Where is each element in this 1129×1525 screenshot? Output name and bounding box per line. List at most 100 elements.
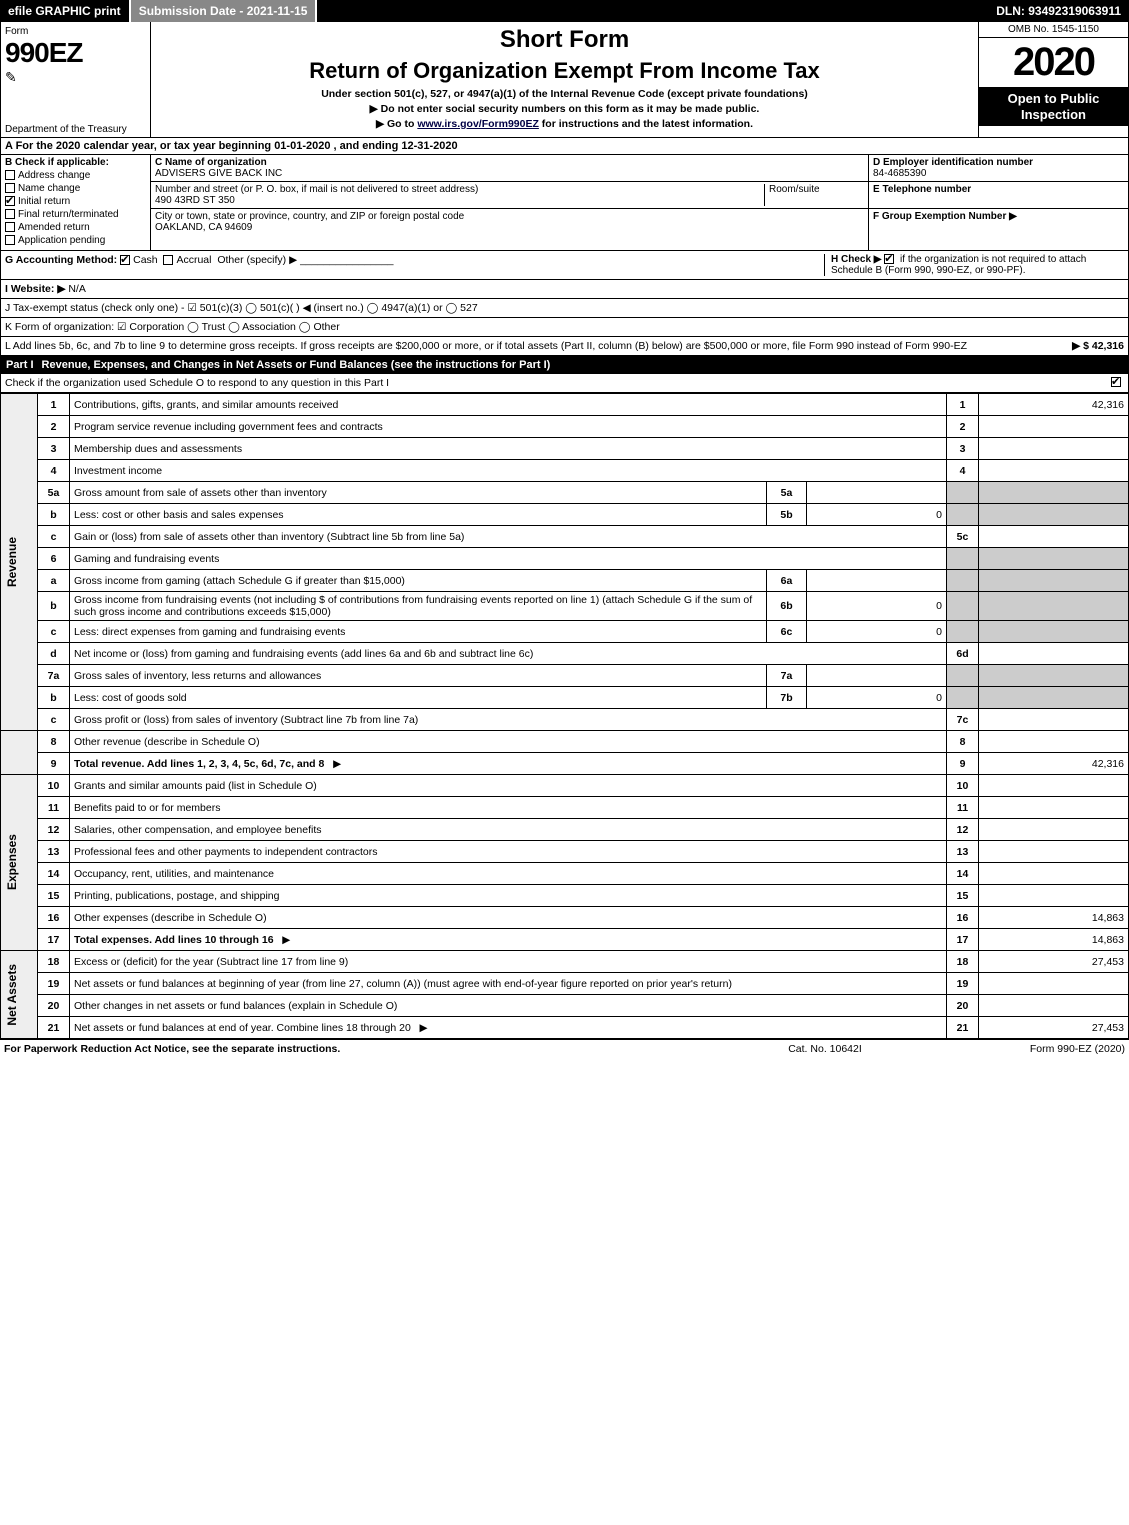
l1-num: 1 [38,394,70,416]
chk-accrual[interactable] [163,255,173,265]
l8-amt [979,731,1129,753]
chk-address-change[interactable]: Address change [5,170,146,181]
l6c-ln-shade [947,621,979,643]
l2-amt [979,416,1129,438]
page-footer: For Paperwork Reduction Act Notice, see … [0,1039,1129,1058]
l10-ln: 10 [947,775,979,797]
c-room-label: Room/suite [764,184,864,206]
l21-num: 21 [38,1017,70,1039]
chk-final-return[interactable]: Final return/terminated [5,209,146,220]
l6-amt-shade [979,548,1129,570]
l7a-num: 7a [38,665,70,687]
l8-ln: 8 [947,731,979,753]
l19-amt [979,973,1129,995]
chk-application-pending[interactable]: Application pending [5,235,146,246]
vlabel-expenses: Expenses [1,775,38,951]
l20-ln: 20 [947,995,979,1017]
d-label: D Employer identification number [873,157,1124,168]
l6-desc: Gaming and fundraising events [70,548,947,570]
row-i: I Website: ▶ N/A [0,280,1129,299]
l4-desc: Investment income [70,460,947,482]
l7c-desc: Gross profit or (loss) from sales of inv… [70,709,947,731]
l5b-sub: 5b [767,504,807,526]
l6a-sv [807,570,947,592]
b-header: B Check if applicable: [5,157,146,168]
row-j: J Tax-exempt status (check only one) - ☑… [0,299,1129,318]
chk-h[interactable] [884,254,894,264]
c-city-val: OAKLAND, CA 94609 [155,222,464,233]
row-k: K Form of organization: ☑ Corporation ◯ … [0,318,1129,337]
g-accrual: Accrual [176,254,211,266]
header-left: Form 990EZ ✎ Department of the Treasury [1,22,151,137]
l2-desc: Program service revenue including govern… [70,416,947,438]
footer-left: For Paperwork Reduction Act Notice, see … [4,1043,725,1055]
l5c-amt [979,526,1129,548]
dln-label: DLN: 93492319063911 [988,0,1129,22]
l6c-num: c [38,621,70,643]
col-c-org-info: C Name of organization ADVISERS GIVE BAC… [151,155,868,250]
submission-date: Submission Date - 2021-11-15 [131,0,318,22]
l17-desc: Total expenses. Add lines 10 through 16 … [70,929,947,951]
l13-num: 13 [38,841,70,863]
form-number: 990EZ [5,37,146,69]
c-name-label: C Name of organization [155,157,864,168]
l4-num: 4 [38,460,70,482]
l6d-num: d [38,643,70,665]
l5b-amt-shade [979,504,1129,526]
l6d-ln: 6d [947,643,979,665]
chk-amended-return[interactable]: Amended return [5,222,146,233]
col-d-e-f: D Employer identification number 84-4685… [868,155,1128,250]
tax-year: 2020 [979,38,1128,87]
l17-num: 17 [38,929,70,951]
efile-label[interactable]: efile GRAPHIC print [0,0,131,22]
footer-right: Form 990-EZ (2020) [925,1043,1125,1055]
l10-amt [979,775,1129,797]
l7a-amt-shade [979,665,1129,687]
l5a-sub: 5a [767,482,807,504]
row-g-h: G Accounting Method: Cash Accrual Other … [0,251,1129,280]
l13-desc: Professional fees and other payments to … [70,841,947,863]
l6-num: 6 [38,548,70,570]
f-group-row: F Group Exemption Number ▶ [869,209,1128,224]
omb-number: OMB No. 1545-1150 [979,22,1128,38]
subtitle-1: Under section 501(c), 527, or 4947(a)(1)… [157,88,972,100]
l16-amt: 14,863 [979,907,1129,929]
form-label: Form [5,26,146,37]
l3-ln: 3 [947,438,979,460]
short-form-title: Short Form [157,26,972,54]
header-right: OMB No. 1545-1150 2020 Open to Public In… [978,22,1128,137]
chk-cash[interactable] [120,255,130,265]
l19-desc: Net assets or fund balances at beginning… [70,973,947,995]
l21-desc: Net assets or fund balances at end of ye… [70,1017,947,1039]
row-l: L Add lines 5b, 6c, and 7b to line 9 to … [0,337,1129,356]
l8-desc: Other revenue (describe in Schedule O) [70,731,947,753]
l7b-num: b [38,687,70,709]
e-phone-row: E Telephone number [869,182,1128,209]
chk-schedule-o[interactable] [1111,377,1121,387]
g-other: Other (specify) ▶ [217,254,297,266]
l6c-sub: 6c [767,621,807,643]
chk-initial-return[interactable]: Initial return [5,196,146,207]
c-org-name: ADVISERS GIVE BACK INC [155,168,864,179]
l9-ln: 9 [947,753,979,775]
l6a-ln-shade [947,570,979,592]
l15-num: 15 [38,885,70,907]
vlabel-netassets: Net Assets [1,951,38,1039]
l9-amt: 42,316 [979,753,1129,775]
c-name-row: C Name of organization ADVISERS GIVE BAC… [151,155,868,182]
part1-check-text: Check if the organization used Schedule … [5,377,389,389]
irs-link[interactable]: www.irs.gov/Form990EZ [417,118,539,130]
l10-desc: Grants and similar amounts paid (list in… [70,775,947,797]
l20-num: 20 [38,995,70,1017]
l15-amt [979,885,1129,907]
l7b-sub: 7b [767,687,807,709]
footer-mid: Cat. No. 10642I [725,1043,925,1055]
row-h: H Check ▶ if the organization is not req… [824,254,1124,276]
chk-name-change[interactable]: Name change [5,183,146,194]
d-ein-row: D Employer identification number 84-4685… [869,155,1128,182]
l-amount: ▶ $ 42,316 [1072,340,1124,352]
l11-amt [979,797,1129,819]
l7c-ln: 7c [947,709,979,731]
l18-amt: 27,453 [979,951,1129,973]
goto-suffix: for instructions and the latest informat… [539,118,753,130]
